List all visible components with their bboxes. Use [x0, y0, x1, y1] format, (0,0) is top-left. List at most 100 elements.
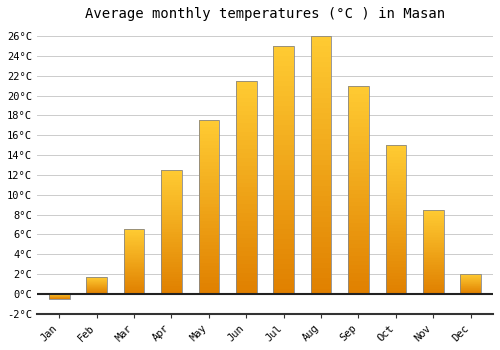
Bar: [161, 254, 182, 257]
Bar: [198, 183, 219, 186]
Bar: [274, 219, 294, 224]
Bar: [124, 270, 144, 271]
Bar: [49, 294, 70, 299]
Bar: [124, 266, 144, 267]
Bar: [423, 262, 444, 264]
Bar: [161, 230, 182, 232]
Bar: [236, 200, 256, 204]
Bar: [423, 232, 444, 233]
Bar: [161, 276, 182, 279]
Bar: [274, 61, 294, 66]
Bar: [198, 284, 219, 287]
Bar: [348, 236, 368, 240]
Bar: [236, 158, 256, 162]
Bar: [423, 247, 444, 248]
Bar: [161, 175, 182, 177]
Bar: [124, 233, 144, 235]
Bar: [386, 267, 406, 270]
Bar: [423, 230, 444, 232]
Bar: [386, 202, 406, 205]
Bar: [348, 202, 368, 206]
Bar: [423, 282, 444, 284]
Bar: [386, 270, 406, 273]
Bar: [161, 239, 182, 242]
Bar: [310, 196, 332, 201]
Bar: [236, 179, 256, 183]
Bar: [310, 186, 332, 191]
Bar: [236, 145, 256, 149]
Bar: [460, 279, 481, 280]
Bar: [348, 227, 368, 231]
Bar: [386, 145, 406, 294]
Bar: [274, 56, 294, 61]
Bar: [386, 258, 406, 261]
Bar: [348, 132, 368, 136]
Bar: [310, 253, 332, 258]
Bar: [310, 57, 332, 62]
Bar: [310, 72, 332, 77]
Bar: [274, 125, 294, 130]
Bar: [236, 281, 256, 285]
Bar: [236, 268, 256, 273]
Bar: [274, 76, 294, 81]
Bar: [161, 197, 182, 200]
Bar: [236, 196, 256, 200]
Bar: [423, 287, 444, 289]
Bar: [236, 217, 256, 222]
Bar: [386, 181, 406, 184]
Bar: [310, 108, 332, 113]
Bar: [198, 266, 219, 270]
Bar: [161, 272, 182, 274]
Bar: [423, 286, 444, 287]
Bar: [161, 227, 182, 230]
Bar: [198, 245, 219, 249]
Bar: [274, 150, 294, 155]
Bar: [161, 185, 182, 187]
Bar: [423, 222, 444, 223]
Bar: [423, 290, 444, 292]
Bar: [348, 244, 368, 248]
Bar: [161, 170, 182, 173]
Bar: [386, 175, 406, 178]
Bar: [274, 180, 294, 185]
Bar: [423, 240, 444, 241]
Bar: [236, 149, 256, 153]
Bar: [124, 259, 144, 260]
Bar: [198, 162, 219, 166]
Bar: [274, 215, 294, 219]
Bar: [124, 240, 144, 241]
Bar: [423, 223, 444, 225]
Bar: [236, 264, 256, 268]
Bar: [386, 285, 406, 288]
Bar: [460, 276, 481, 277]
Bar: [124, 251, 144, 253]
Bar: [198, 270, 219, 273]
Bar: [198, 190, 219, 193]
Bar: [460, 277, 481, 278]
Bar: [348, 86, 368, 294]
Bar: [198, 273, 219, 276]
Bar: [386, 255, 406, 258]
Bar: [310, 278, 332, 284]
Bar: [124, 232, 144, 233]
Bar: [423, 210, 444, 211]
Bar: [423, 233, 444, 235]
Bar: [348, 252, 368, 257]
Bar: [161, 207, 182, 210]
Bar: [124, 282, 144, 284]
Bar: [386, 169, 406, 172]
Bar: [124, 260, 144, 262]
Bar: [460, 280, 481, 281]
Bar: [423, 225, 444, 226]
Bar: [161, 170, 182, 294]
Bar: [124, 254, 144, 255]
Bar: [124, 242, 144, 244]
Bar: [310, 206, 332, 211]
Bar: [198, 238, 219, 242]
Bar: [274, 91, 294, 96]
Bar: [348, 173, 368, 177]
Bar: [198, 262, 219, 266]
Bar: [310, 62, 332, 67]
Bar: [310, 67, 332, 72]
Bar: [348, 161, 368, 165]
